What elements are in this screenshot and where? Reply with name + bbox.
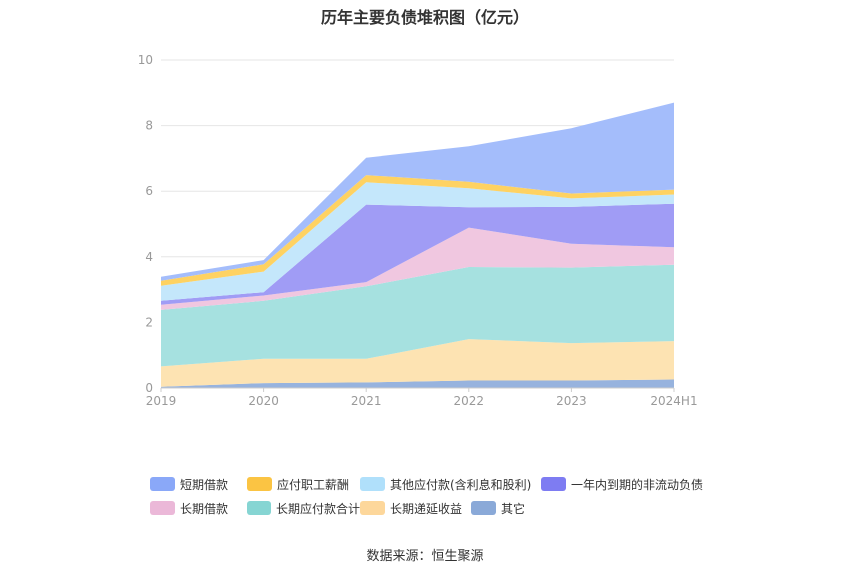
legend-item-current-noncurrent-liabilities[interactable]: 一年内到期的非流动负债	[541, 476, 703, 493]
area-短期借款[interactable]	[161, 102, 674, 281]
area-layers	[161, 102, 674, 389]
area-其它[interactable]	[161, 379, 674, 389]
x-tick-label: 2020	[248, 394, 279, 408]
legend-item-short-term-loans[interactable]: 短期借款	[150, 476, 247, 493]
legend-item-other[interactable]: 其它	[471, 500, 525, 517]
legend-label: 其它	[501, 501, 526, 516]
area-长期递延收益[interactable]	[161, 339, 674, 387]
legend-label: 长期应付款合计	[275, 501, 360, 516]
y-tick-label: 10	[138, 53, 153, 67]
y-tick-label: 0	[145, 381, 153, 395]
source-note: 数据来源：恒生聚源	[366, 549, 484, 564]
legend-row: 长期借款 长期应付款合计 长期递延收益 其它	[150, 496, 750, 520]
legend-item-long-term-payables[interactable]: 长期应付款合计	[247, 500, 360, 517]
area-应付职工薪酬[interactable]	[161, 175, 674, 286]
legend-item-other-payables[interactable]: 其他应付款(含利息和股利)	[360, 476, 541, 493]
legend-swatch	[247, 477, 272, 491]
legend-swatch	[541, 477, 566, 491]
area-长期应付款合计[interactable]	[161, 264, 674, 367]
area-一年内到期的非流动负债[interactable]	[161, 203, 674, 305]
legend-label: 其他应付款(含利息和股利)	[390, 477, 532, 492]
y-tick-label: 4	[145, 250, 153, 264]
legend-swatch	[247, 501, 271, 515]
legend-label: 一年内到期的非流动负债	[571, 477, 704, 492]
legend-item-deferred-income[interactable]: 长期递延收益	[360, 500, 471, 517]
legend-swatch	[360, 477, 385, 491]
area-长期借款[interactable]	[161, 227, 674, 310]
chart-title: 历年主要负债堆积图（亿元）	[320, 8, 529, 27]
x-tick-label: 2021	[351, 394, 382, 408]
y-tick-label: 8	[145, 119, 153, 133]
legend-swatch	[150, 477, 175, 491]
x-tick-label: 2019	[146, 394, 177, 408]
axes: 0 2 4 6 8 10 2019 2020 2021 2022 2023 2024H1	[138, 53, 698, 408]
legend-swatch	[471, 501, 496, 515]
x-tick-label: 2023	[556, 394, 587, 408]
area-其他应付款(含利息和股利)[interactable]	[161, 182, 674, 301]
y-tick-label: 6	[145, 184, 153, 198]
legend-item-long-term-loans[interactable]: 长期借款	[150, 500, 247, 517]
legend-item-employee-pay[interactable]: 应付职工薪酬	[247, 476, 360, 493]
legend-swatch	[150, 501, 175, 515]
legend-swatch	[360, 501, 385, 515]
x-tick-label: 2022	[454, 394, 485, 408]
y-tick-label: 2	[145, 315, 153, 329]
legend-label: 应付职工薪酬	[277, 477, 350, 492]
legend-label: 长期递延收益	[390, 501, 463, 516]
stacked-area-chart: 0 2 4 6 8 10 2019 2020 2021 2022 2023 2024H1	[138, 53, 698, 408]
x-tick-label: 2024H1	[650, 394, 697, 408]
legend-label: 短期借款	[180, 477, 229, 492]
legend-label: 长期借款	[180, 501, 229, 516]
legend: 短期借款 应付职工薪酬 其他应付款(含利息和股利) 一年内到期的非流动负债 长期…	[150, 472, 750, 520]
legend-row: 短期借款 应付职工薪酬 其他应付款(含利息和股利) 一年内到期的非流动负债	[150, 472, 750, 496]
